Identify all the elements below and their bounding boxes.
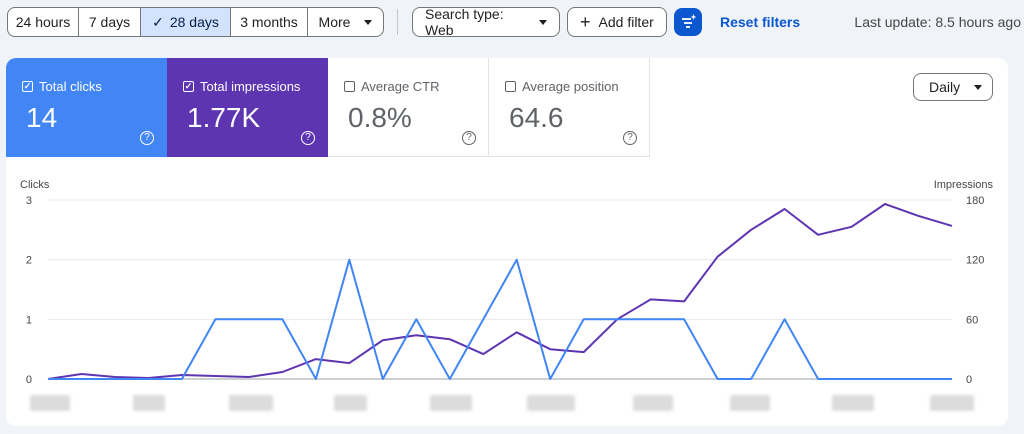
reset-filters-link[interactable]: Reset filters xyxy=(720,14,801,30)
metric-value: 14 xyxy=(26,102,58,133)
check-icon: ✓ xyxy=(152,13,164,30)
y-tick-label-right: 0 xyxy=(966,374,972,386)
y-tick-label-left: 3 xyxy=(26,195,32,207)
toolbar: 24 hours 7 days ✓ 28 days 3 months More S… xyxy=(0,0,1024,44)
x-tick-label-redacted xyxy=(430,395,472,411)
series-line-impressions xyxy=(47,203,953,380)
help-icon[interactable]: ? xyxy=(140,131,154,145)
dropdown-arrow-icon xyxy=(539,19,547,25)
metric-value: 0.8% xyxy=(348,102,412,133)
search-type-dropdown[interactable]: Search type: Web xyxy=(412,6,560,38)
range-more-dropdown[interactable]: More xyxy=(308,8,383,36)
y-tick-label-right: 120 xyxy=(966,255,984,267)
metric-label: Average CTR xyxy=(361,79,440,94)
metric-total-clicks[interactable]: ✓ Total clicks 14 ? xyxy=(6,58,167,157)
filter-settings-button[interactable] xyxy=(674,8,702,36)
metric-label: Average position xyxy=(522,79,619,94)
y-tick-label-right: 60 xyxy=(966,314,978,326)
dropdown-arrow-icon xyxy=(364,19,373,25)
dropdown-arrow-icon xyxy=(974,84,983,90)
last-update-text: Last update: 8.5 hours ago xyxy=(854,14,1021,30)
x-tick-label-redacted xyxy=(229,395,273,411)
plus-icon: + xyxy=(580,12,591,32)
metric-average-ctr[interactable]: Average CTR 0.8% ? xyxy=(328,58,489,157)
checkbox-unchecked-icon[interactable] xyxy=(344,81,355,92)
range-7-days-button[interactable]: 7 days xyxy=(79,8,141,36)
help-icon[interactable]: ? xyxy=(462,131,476,145)
metric-label: Total impressions xyxy=(200,79,301,94)
checkbox-checked-icon[interactable]: ✓ xyxy=(183,81,194,92)
metric-label: Total clicks xyxy=(39,79,102,94)
help-icon[interactable]: ? xyxy=(301,131,315,145)
x-tick-label-redacted xyxy=(633,395,673,411)
y-tick-label-left: 0 xyxy=(26,374,32,386)
range-3-months-button[interactable]: 3 months xyxy=(231,8,308,36)
metric-total-impressions[interactable]: ✓ Total impressions 1.77K ? xyxy=(167,58,328,157)
x-tick-label-redacted xyxy=(527,395,575,411)
date-range-selector: 24 hours 7 days ✓ 28 days 3 months More xyxy=(7,7,384,37)
help-icon[interactable]: ? xyxy=(623,131,637,145)
x-tick-label-redacted xyxy=(730,395,770,411)
metric-value: 1.77K xyxy=(187,102,261,133)
performance-chart: 3 180 2 120 1 60 0 0 xyxy=(26,195,984,386)
add-filter-button[interactable]: + Add filter xyxy=(567,7,667,37)
toolbar-divider xyxy=(397,9,398,35)
x-tick-label-redacted xyxy=(133,395,165,411)
checkbox-checked-icon[interactable]: ✓ xyxy=(22,81,33,92)
y-tick-label-left: 2 xyxy=(26,255,32,267)
x-tick-label-redacted xyxy=(930,395,974,411)
checkbox-unchecked-icon[interactable] xyxy=(505,81,516,92)
metric-average-position[interactable]: Average position 64.6 ? xyxy=(489,58,650,157)
metric-value: 64.6 xyxy=(509,102,564,133)
y-axis-left-title: Clicks xyxy=(20,179,50,191)
x-tick-label-redacted xyxy=(334,395,367,411)
granularity-dropdown[interactable]: Daily xyxy=(913,73,993,101)
filter-sparkle-icon xyxy=(682,14,697,28)
x-tick-label-redacted xyxy=(30,395,70,411)
series-line-clicks xyxy=(48,258,952,380)
y-tick-label-left: 1 xyxy=(26,314,32,326)
y-axis-right-title: Impressions xyxy=(933,179,993,191)
performance-card: ✓ Total clicks 14 ? ✓ Total impressions 1.… xyxy=(6,58,1008,426)
y-tick-label-right: 180 xyxy=(966,195,984,207)
x-tick-label-redacted xyxy=(832,395,874,411)
range-24-hours-button[interactable]: 24 hours xyxy=(8,8,79,36)
range-28-days-button[interactable]: ✓ 28 days xyxy=(141,8,231,36)
